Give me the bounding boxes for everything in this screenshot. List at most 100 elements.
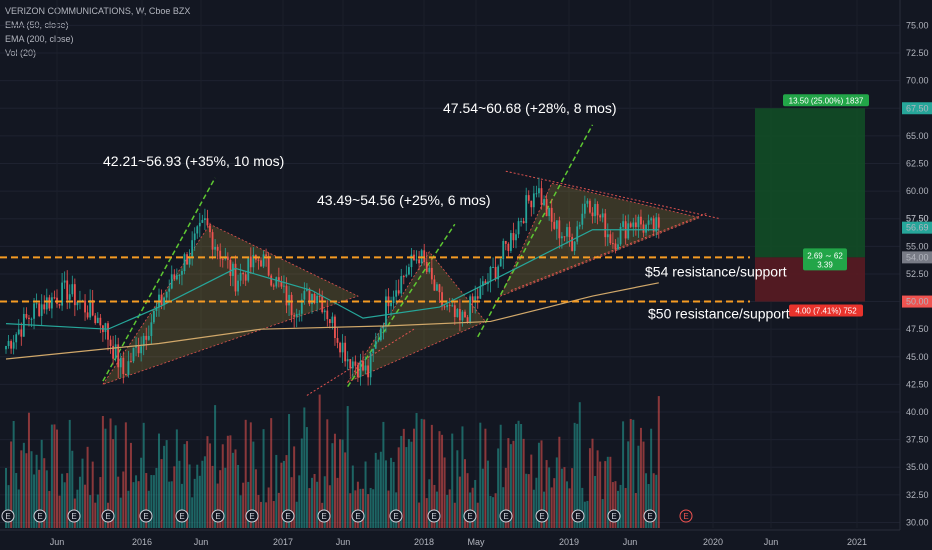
candle-body <box>578 224 581 227</box>
candle-body <box>553 221 556 229</box>
volume-bar <box>509 444 512 528</box>
candle-body <box>573 241 576 251</box>
candle-body <box>346 359 349 362</box>
price-axis-bg <box>900 0 932 550</box>
volume-bar <box>349 493 352 528</box>
price-tag-bg <box>902 251 932 264</box>
candle-body <box>22 313 25 337</box>
candle-body <box>362 360 364 371</box>
volume-bar <box>336 477 339 528</box>
candle-body <box>38 303 41 316</box>
volume-bar <box>58 495 61 528</box>
ema200-line <box>5 282 659 360</box>
y-tick-label: 37.50 <box>906 435 929 445</box>
volume-bar <box>548 467 551 528</box>
candle-body <box>535 193 538 195</box>
candle-body <box>275 277 278 287</box>
volume-bar <box>576 423 579 528</box>
volume-bar <box>180 483 183 528</box>
volume-bar <box>387 490 390 528</box>
volume-bar <box>165 440 168 528</box>
volume-bar <box>535 477 538 528</box>
volume-bar <box>135 475 138 528</box>
candle-body <box>354 361 357 366</box>
earnings-label: E <box>249 512 254 521</box>
candle-body <box>290 294 293 316</box>
candle-body <box>591 212 594 217</box>
candle-body <box>583 203 586 214</box>
candle-body <box>423 250 426 262</box>
volume-bar <box>627 441 630 528</box>
y-tick-label: 45.00 <box>906 352 929 362</box>
volume-bar <box>502 487 505 528</box>
volume-bars <box>5 394 660 528</box>
candle-body <box>35 303 38 305</box>
candle-body <box>474 296 477 303</box>
volume-bar <box>249 422 252 528</box>
candle-body <box>555 220 558 229</box>
candle-body <box>221 258 224 260</box>
legend-title[interactable]: VERIZON COMMUNICATIONS, W, Cboe BZX <box>5 6 191 16</box>
candle-body <box>543 199 545 205</box>
y-tick-label: 72.50 <box>906 48 929 58</box>
candle-body <box>430 267 433 280</box>
candle-body <box>576 226 579 242</box>
volume-bar <box>611 482 614 528</box>
x-tick-label: Jun <box>623 537 638 547</box>
volume-bar <box>540 440 543 528</box>
candle-body <box>316 295 318 304</box>
volume-bar <box>122 471 125 528</box>
volume-bar <box>639 427 642 528</box>
time-axis-bg <box>0 530 900 550</box>
candle-body <box>390 303 392 307</box>
candle-body <box>308 288 311 305</box>
volume-bar <box>525 473 528 528</box>
candle-body <box>443 306 446 308</box>
volume-bar <box>407 439 410 528</box>
candle-body <box>124 374 127 376</box>
candle-body <box>617 244 619 250</box>
volume-bar <box>211 465 214 528</box>
volume-bar <box>311 477 313 528</box>
candle-body <box>211 232 214 250</box>
candle-body <box>510 233 512 251</box>
volume-bar <box>226 435 229 528</box>
volume-bar <box>367 494 370 528</box>
candle-body <box>374 340 377 349</box>
volume-bar <box>257 495 260 528</box>
earnings-icon <box>245 509 259 523</box>
earnings-icon <box>427 509 441 523</box>
volume-bar <box>124 422 127 528</box>
volume-bar <box>117 476 120 528</box>
candle-body <box>147 336 150 340</box>
volume-bar <box>20 450 23 528</box>
volume-bar <box>647 484 650 528</box>
volume-bar <box>629 418 632 528</box>
volume-bar <box>50 424 53 528</box>
volume-bar <box>76 489 79 528</box>
volume-bar <box>282 460 285 528</box>
candle-body <box>153 310 155 323</box>
volume-bar <box>619 484 622 528</box>
candle-body <box>20 329 23 337</box>
legend-ema200[interactable]: EMA (200, close) <box>5 34 74 44</box>
stop-badge-text: 4.00 (7.41%) 752 <box>795 307 857 316</box>
resist-trendline-3 <box>505 170 721 220</box>
volume-bar <box>410 441 413 528</box>
volume-bar <box>362 488 364 528</box>
earnings-label: E <box>143 512 148 521</box>
earnings-label: E <box>431 512 436 521</box>
volume-bar <box>642 441 645 528</box>
candle-body <box>612 243 614 245</box>
volume-bar <box>476 502 479 528</box>
candle-body <box>550 207 553 222</box>
volume-bar <box>545 460 548 528</box>
volume-bar <box>402 428 405 528</box>
volume-bar <box>22 442 25 528</box>
candle-body <box>168 288 171 292</box>
candle-body <box>604 213 607 238</box>
y-tick-label: 65.00 <box>906 131 929 141</box>
volume-bar <box>650 428 653 528</box>
candle-body <box>640 216 642 225</box>
